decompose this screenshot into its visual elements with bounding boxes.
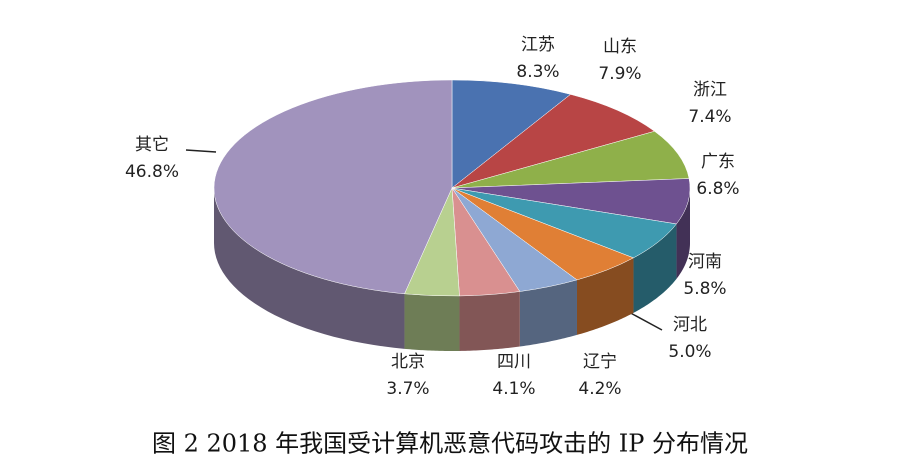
pie-slice xyxy=(451,131,690,189)
category-label: 其它 xyxy=(135,135,169,155)
value-label: 7.4% xyxy=(688,107,731,127)
pie-slice xyxy=(451,94,656,189)
category-label: 浙江 xyxy=(693,80,727,100)
category-label: 辽宁 xyxy=(583,352,617,372)
value-label: 7.9% xyxy=(598,64,641,84)
category-label: 山东 xyxy=(603,37,637,57)
pie-slice xyxy=(451,79,572,189)
category-label: 北京 xyxy=(391,352,425,372)
pie-side xyxy=(404,293,460,351)
value-label: 4.2% xyxy=(578,379,621,399)
category-label: 河南 xyxy=(688,252,722,272)
pie-slice xyxy=(213,79,453,295)
leader-line xyxy=(185,149,217,153)
pie-side xyxy=(459,291,520,351)
value-label: 6.8% xyxy=(696,179,739,199)
pie-side xyxy=(519,279,577,347)
category-label: 河北 xyxy=(673,315,707,335)
value-label: 5.8% xyxy=(683,279,726,299)
value-label: 3.7% xyxy=(386,379,429,399)
value-label: 8.3% xyxy=(516,62,559,82)
pie-side xyxy=(676,188,690,279)
category-label: 广东 xyxy=(701,152,735,172)
pie-side xyxy=(633,223,677,313)
value-label: 46.8% xyxy=(125,162,179,182)
value-label: 5.0% xyxy=(668,342,711,362)
category-label: 四川 xyxy=(497,352,531,372)
category-label: 江苏 xyxy=(521,35,555,55)
chart-title: 图 2 2018 年我国受计算机恶意代码攻击的 IP 分布情况 xyxy=(152,430,748,458)
pie-side xyxy=(214,188,405,349)
value-label: 4.1% xyxy=(492,379,535,399)
pie-side xyxy=(576,257,634,335)
